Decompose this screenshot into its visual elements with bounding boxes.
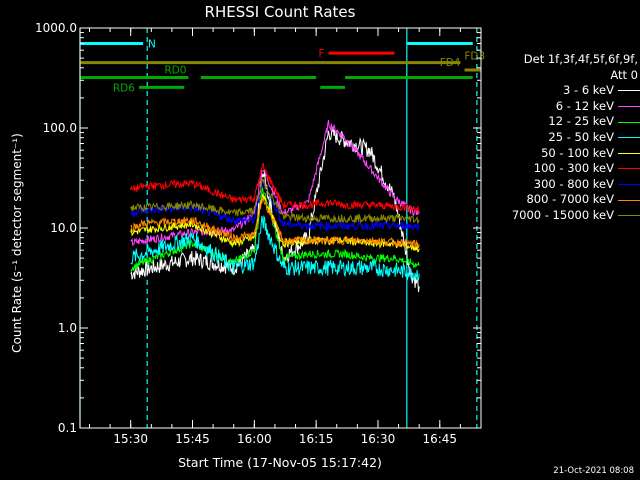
y-tick-label-2: 10.0	[50, 221, 77, 235]
series-line-8	[130, 177, 420, 224]
x-axis-label: Start Time (17-Nov-05 15:17:42)	[178, 455, 382, 470]
legend-entry-label: 50 - 100 keV	[541, 145, 614, 160]
legend-swatch	[618, 152, 640, 154]
legend-entry: 800 - 7000 keV	[484, 192, 640, 208]
y-tick-label-0: 0.1	[58, 421, 77, 435]
y-axis-label: Count Rate (s⁻¹ detector segment⁻¹)	[10, 133, 24, 353]
annotation-label-n: N	[148, 38, 156, 50]
legend-header-line-2: Att 0	[610, 67, 638, 82]
y-tick-label-3: 100.0	[43, 121, 77, 135]
legend-swatch	[618, 90, 640, 92]
y-tick-label-4: 1000.0	[35, 21, 77, 35]
legend-entry-label: 100 - 300 keV	[533, 161, 614, 176]
x-tick-label-5: 16:45	[422, 432, 457, 446]
series-line-1	[130, 120, 420, 247]
series-line-3	[130, 215, 420, 282]
legend-entry: 300 - 800 keV	[484, 177, 640, 193]
series-line-6	[130, 178, 420, 232]
annotation-label-rd6: RD6	[113, 82, 135, 94]
series-line-5	[130, 162, 420, 214]
legend-entry-label: 7000 - 15000 keV	[511, 207, 614, 222]
series-line-7	[130, 197, 420, 249]
annotation-label-rd0: RD0	[164, 64, 186, 76]
x-tick-label-2: 16:00	[237, 432, 272, 446]
legend-swatch	[618, 184, 640, 186]
x-tick-label-0: 15:30	[113, 432, 148, 446]
annotation-label-f: F	[318, 48, 324, 60]
legend-entry: 12 - 25 keV	[484, 114, 640, 130]
legend-entry-label: 25 - 50 keV	[548, 129, 614, 144]
x-tick-label-1: 15:45	[175, 432, 210, 446]
series-lines	[130, 120, 420, 293]
legend-swatch	[618, 215, 640, 217]
x-tick-label-3: 16:15	[299, 432, 334, 446]
legend-entry: 100 - 300 keV	[484, 161, 640, 177]
legend-entry: 6 - 12 keV	[484, 99, 640, 115]
axes: 0.1 1.0 10.0 100.0 1000.0 15:30 15:45 16:00 16:1…	[35, 21, 482, 446]
legend-entry-label: 12 - 25 keV	[548, 114, 614, 129]
legend-entry-label: 800 - 7000 keV	[526, 192, 614, 207]
chart-title: RHESSI Count Rates	[205, 3, 356, 21]
legend-entry: 7000 - 15000 keV	[484, 208, 640, 224]
legend-swatch	[618, 121, 640, 123]
legend-swatch	[618, 199, 640, 201]
legend-entry-label: 6 - 12 keV	[555, 98, 614, 113]
y-tick-label-1: 1.0	[58, 321, 77, 335]
legend-swatch	[618, 168, 640, 170]
legend-entry-label: 300 - 800 keV	[533, 176, 614, 191]
legend-entry-label: 3 - 6 keV	[563, 83, 614, 98]
legend-header-line-1: Det 1f,3f,4f,5f,6f,9f,	[523, 52, 638, 66]
legend-swatch	[618, 106, 640, 108]
legend-entry: 25 - 50 keV	[484, 130, 640, 146]
legend-swatch	[618, 137, 640, 139]
legend-entry: 3 - 6 keV	[484, 83, 640, 99]
timestamp: 21-Oct-2021 08:08	[553, 466, 634, 476]
legend-entry: 50 - 100 keV	[484, 146, 640, 162]
legend: Det 1f,3f,4f,5f,6f,9f, Att 0 3 - 6 keV 6 …	[484, 52, 640, 224]
x-tick-label-4: 16:30	[361, 432, 396, 446]
annotation-label-fd4: FD4	[440, 57, 461, 69]
series-line-2	[130, 186, 420, 272]
annotation-label-fd3: FD3	[464, 51, 485, 63]
